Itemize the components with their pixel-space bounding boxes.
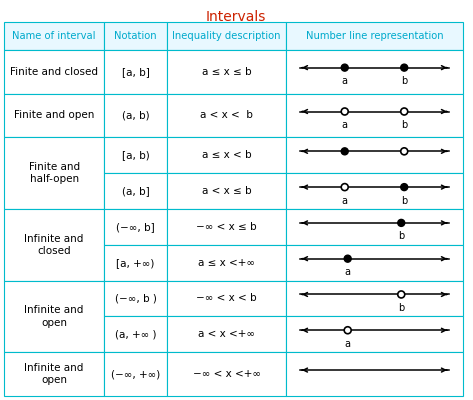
Circle shape — [401, 108, 408, 115]
Text: Name of interval: Name of interval — [12, 31, 96, 41]
Bar — [286, 209, 463, 245]
Bar — [104, 316, 167, 352]
Text: (−∞, b]: (−∞, b] — [116, 222, 155, 232]
Text: b: b — [398, 231, 404, 241]
Bar — [104, 280, 167, 316]
Text: b: b — [398, 303, 404, 313]
Text: Finite and closed: Finite and closed — [10, 67, 98, 77]
Text: a: a — [342, 196, 348, 206]
Bar — [286, 22, 463, 50]
Bar — [286, 280, 463, 316]
Bar — [4, 280, 104, 352]
Bar — [286, 316, 463, 352]
Circle shape — [398, 291, 405, 298]
Text: a: a — [345, 339, 350, 349]
Bar — [286, 245, 463, 280]
Bar — [286, 352, 463, 396]
Text: −∞ < x < b: −∞ < x < b — [196, 294, 257, 304]
Text: a: a — [345, 267, 350, 277]
Bar — [167, 280, 286, 316]
Bar — [104, 94, 167, 138]
Bar — [167, 50, 286, 94]
Circle shape — [401, 184, 408, 191]
Text: a ≤ x <+∞: a ≤ x <+∞ — [198, 258, 255, 268]
Circle shape — [344, 255, 351, 262]
Bar — [167, 138, 286, 173]
Text: −∞ < x ≤ b: −∞ < x ≤ b — [196, 222, 257, 232]
Text: Finite and
half-open: Finite and half-open — [28, 162, 79, 184]
Bar — [286, 50, 463, 94]
Text: (a, +∞ ): (a, +∞ ) — [115, 329, 157, 339]
Circle shape — [341, 184, 348, 191]
Circle shape — [401, 64, 408, 71]
Text: a < x <  b: a < x < b — [200, 110, 253, 120]
Text: Finite and open: Finite and open — [14, 110, 94, 120]
Text: b: b — [401, 196, 407, 206]
Bar — [167, 352, 286, 396]
Bar — [4, 94, 104, 138]
Text: Infinite and
open: Infinite and open — [25, 305, 84, 328]
Bar — [167, 209, 286, 245]
Bar — [104, 50, 167, 94]
Bar — [286, 173, 463, 209]
Text: a < x <+∞: a < x <+∞ — [198, 329, 255, 339]
Bar — [286, 94, 463, 138]
Bar — [167, 94, 286, 138]
Text: (a, b]: (a, b] — [122, 186, 149, 196]
Text: Intervals: Intervals — [206, 10, 266, 24]
Text: [a, b): [a, b) — [122, 150, 149, 160]
Text: b: b — [401, 120, 407, 130]
Bar — [104, 22, 167, 50]
Bar — [4, 138, 104, 209]
Bar — [104, 138, 167, 173]
Text: a ≤ x < b: a ≤ x < b — [201, 150, 251, 160]
Text: Notation: Notation — [114, 31, 157, 41]
Circle shape — [398, 219, 405, 226]
Circle shape — [341, 148, 348, 155]
Circle shape — [341, 64, 348, 71]
Text: a: a — [342, 76, 348, 86]
Bar — [4, 352, 104, 396]
Bar — [4, 22, 104, 50]
Circle shape — [344, 327, 351, 334]
Bar — [286, 138, 463, 173]
Bar — [104, 209, 167, 245]
Bar — [104, 245, 167, 280]
Bar — [167, 245, 286, 280]
Text: [a, b]: [a, b] — [122, 67, 149, 77]
Text: Infinite and
open: Infinite and open — [25, 363, 84, 385]
Text: Number line representation: Number line representation — [306, 31, 443, 41]
Text: a < x ≤ b: a < x ≤ b — [201, 186, 251, 196]
Text: b: b — [401, 76, 407, 86]
Bar — [167, 173, 286, 209]
Text: [a, +∞): [a, +∞) — [116, 258, 155, 268]
Text: a: a — [342, 120, 348, 130]
Bar — [4, 50, 104, 94]
Text: −∞ < x <+∞: −∞ < x <+∞ — [193, 369, 261, 379]
Bar — [104, 352, 167, 396]
Text: Inequality description: Inequality description — [172, 31, 281, 41]
Bar — [4, 209, 104, 280]
Text: Infinite and
closed: Infinite and closed — [25, 234, 84, 256]
Text: (−∞, b ): (−∞, b ) — [115, 294, 157, 304]
Text: (−∞, +∞): (−∞, +∞) — [111, 369, 160, 379]
Circle shape — [401, 148, 408, 155]
Text: a ≤ x ≤ b: a ≤ x ≤ b — [201, 67, 251, 77]
Bar — [167, 22, 286, 50]
Bar — [167, 316, 286, 352]
Circle shape — [341, 108, 348, 115]
Bar — [104, 173, 167, 209]
Text: (a, b): (a, b) — [122, 110, 149, 120]
